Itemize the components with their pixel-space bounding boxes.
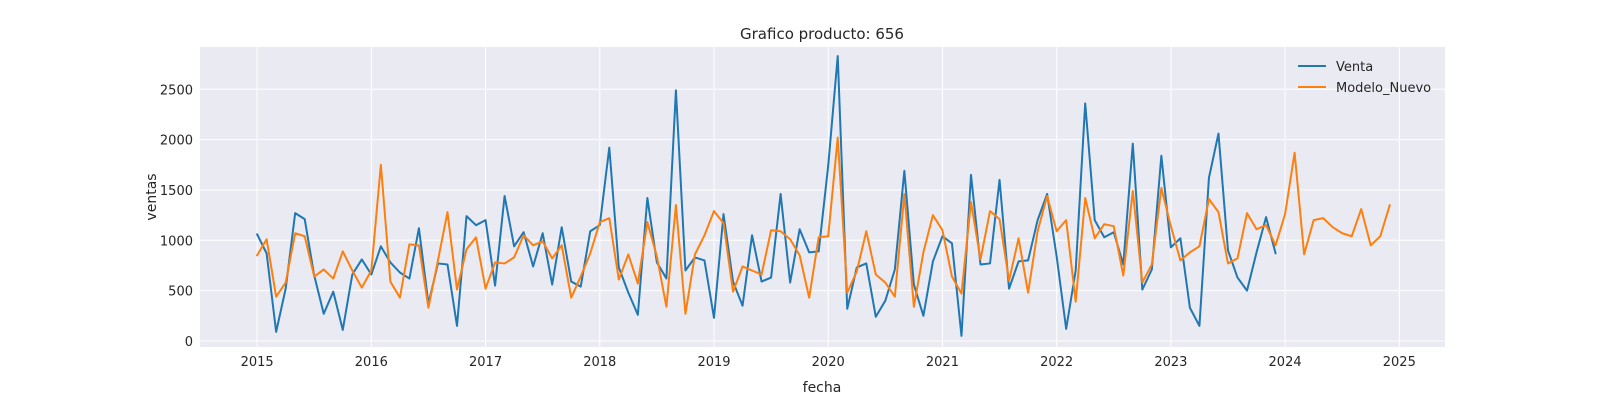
x-tick-label: 2019: [697, 355, 730, 370]
y-tick-label: 1500: [160, 184, 193, 199]
legend: Venta Modelo_Nuevo: [1298, 60, 1431, 96]
series-line-modelo-nuevo: [256, 136, 1391, 315]
y-tick-label: 500: [168, 285, 193, 300]
legend-label: Venta: [1336, 60, 1373, 75]
plot-area: [200, 47, 1445, 347]
y-tick-label: 2000: [160, 134, 193, 149]
x-tick-label: 2022: [1040, 355, 1073, 370]
x-tick-label: 2015: [241, 355, 274, 370]
x-tick-labels: 2015 2016 2017 2018 2019 2020 2021 2022 2023 2024…: [241, 355, 1416, 370]
y-tick-labels: 0 500 1000 1500 2000 2500: [160, 83, 193, 350]
x-axis-label: fecha: [803, 380, 842, 396]
x-tick-label: 2024: [1269, 355, 1302, 370]
chart-title: Grafico producto: 656: [740, 25, 904, 43]
x-tick-label: 2016: [355, 355, 388, 370]
y-tick-label: 1000: [160, 234, 193, 249]
y-tick-label: 0: [185, 335, 193, 350]
y-tick-label: 2500: [160, 83, 193, 98]
y-axis-label: ventas: [144, 173, 160, 220]
x-tick-label: 2025: [1383, 355, 1416, 370]
x-tick-label: 2017: [469, 355, 502, 370]
legend-label: Modelo_Nuevo: [1336, 81, 1431, 96]
series-group: [256, 55, 1391, 337]
x-tick-label: 2021: [926, 355, 959, 370]
x-tick-label: 2023: [1154, 355, 1187, 370]
grid: [200, 47, 1445, 347]
x-tick-label: 2020: [812, 355, 845, 370]
x-tick-label: 2018: [583, 355, 616, 370]
